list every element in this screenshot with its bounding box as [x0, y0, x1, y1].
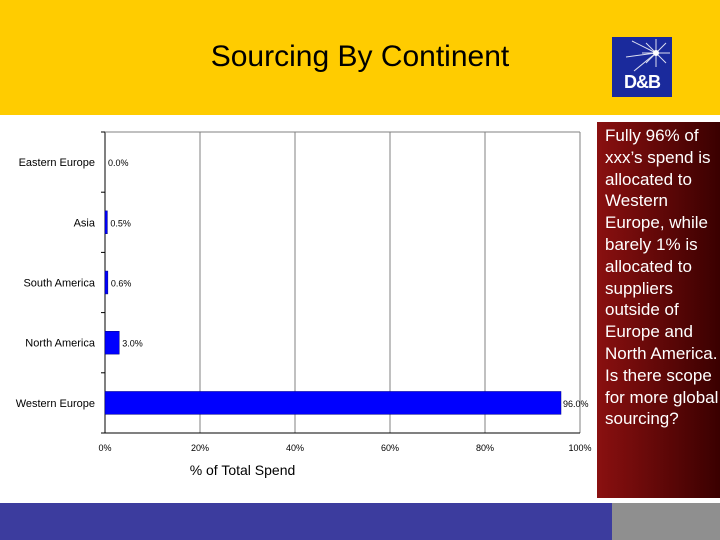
x-tick-label: 80% [476, 443, 494, 453]
callout-box: Fully 96% of xxx’s spend is allocated to… [597, 122, 720, 498]
x-tick-label: 0% [98, 443, 111, 453]
category-label: Eastern Europe [19, 157, 95, 169]
data-label: 3.0% [122, 339, 143, 349]
category-label: Western Europe [16, 398, 95, 410]
bar [104, 270, 109, 295]
data-label: 96.0% [563, 399, 589, 409]
category-label: South America [23, 278, 95, 290]
x-axis-title: % of Total Spend [190, 462, 296, 478]
bar [104, 210, 108, 234]
category-label: North America [25, 338, 96, 350]
logo-starburst-icon [625, 39, 670, 72]
footer-bar [0, 503, 612, 540]
bar [104, 391, 562, 415]
bar-chart: 0% 20% 40% 60% 80% 100% Eastern Europe 0.0% Asia… [16, 131, 592, 478]
dnb-logo: D&B [612, 37, 672, 97]
x-tick-label: 100% [568, 443, 591, 453]
page-title: Sourcing By Continent [210, 40, 510, 73]
bar [104, 331, 120, 355]
x-tick-label: 40% [286, 443, 304, 453]
x-tick-label: 60% [381, 443, 399, 453]
data-label: 0.5% [110, 218, 131, 228]
footer-corner [612, 503, 720, 540]
header-bar: Sourcing By Continent D&B [0, 0, 720, 115]
x-tick-label: 20% [191, 443, 209, 453]
category-label: Asia [74, 217, 96, 229]
logo-text: D&B [624, 72, 661, 92]
data-label: 0.6% [111, 279, 132, 289]
data-label: 0.0% [108, 158, 129, 168]
